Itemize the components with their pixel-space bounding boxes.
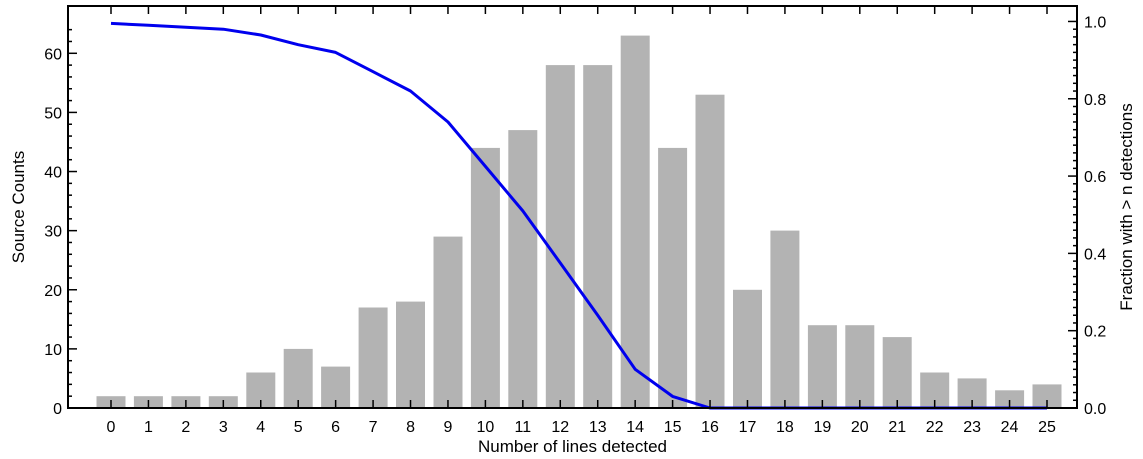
x-tick-label: 2 (181, 419, 190, 436)
bar (545, 65, 575, 408)
x-tick-label: 10 (477, 419, 495, 436)
x-tick-label: 7 (369, 419, 378, 436)
y2-tick-label: 0.8 (1084, 92, 1106, 109)
x-tick-label: 19 (813, 419, 831, 436)
y-tick-label: 60 (44, 46, 62, 63)
bar (583, 65, 613, 408)
x-tick-label: 8 (406, 419, 415, 436)
y2-tick-label: 0.0 (1084, 401, 1106, 418)
bar (358, 307, 388, 408)
x-tick-label: 9 (444, 419, 453, 436)
x-tick-label: 15 (664, 419, 682, 436)
x-tick-label: 22 (926, 419, 944, 436)
bar (508, 130, 538, 408)
bar (1032, 384, 1062, 408)
bar (882, 337, 912, 408)
y2-tick-label: 1.0 (1084, 14, 1106, 31)
bar (807, 325, 837, 408)
y-tick-label: 10 (44, 342, 62, 359)
x-tick-label: 11 (515, 419, 532, 436)
x-tick-label: 17 (739, 419, 757, 436)
y-tick-label: 50 (44, 105, 62, 122)
bar (770, 230, 800, 408)
y-tick-label: 30 (44, 224, 62, 241)
x-tick-label: 13 (589, 419, 607, 436)
bar (283, 348, 313, 408)
x-tick-label: 3 (219, 419, 228, 436)
x-tick-label: 16 (701, 419, 719, 436)
y2-tick-label: 0.6 (1084, 169, 1106, 186)
bar (396, 301, 425, 408)
x-tick-label: 20 (851, 419, 869, 436)
x-tick-label: 0 (107, 419, 116, 436)
y-axis-label: Source Counts (9, 151, 28, 263)
bars-group (96, 35, 1062, 408)
bar (433, 236, 463, 408)
x-tick-label: 4 (256, 419, 265, 436)
bar (620, 35, 650, 408)
x-tick-label: 23 (963, 419, 981, 436)
x-tick-label: 21 (888, 419, 906, 436)
y2-tick-label: 0.4 (1084, 246, 1106, 263)
bar (845, 325, 875, 408)
y2-axis-label: Fraction with > n detections (1117, 103, 1136, 310)
y-tick-label: 40 (44, 165, 62, 182)
bar (733, 289, 762, 408)
y-tick-label: 20 (44, 283, 62, 300)
x-tick-label: 24 (1001, 419, 1019, 436)
bar (695, 94, 725, 408)
x-tick-label: 18 (776, 419, 794, 436)
x-tick-label: 6 (331, 419, 340, 436)
bar (995, 390, 1025, 408)
bar (470, 147, 500, 408)
x-tick-label: 5 (294, 419, 303, 436)
x-tick-label: 25 (1038, 419, 1056, 436)
x-tick-label: 14 (626, 419, 644, 436)
bar (658, 147, 688, 408)
x-tick-label: 12 (551, 419, 569, 436)
x-tick-label: 1 (144, 419, 153, 436)
y-tick-label: 0 (53, 401, 62, 418)
y2-tick-label: 0.2 (1084, 324, 1106, 341)
x-axis-label: Number of lines detected (478, 437, 667, 456)
